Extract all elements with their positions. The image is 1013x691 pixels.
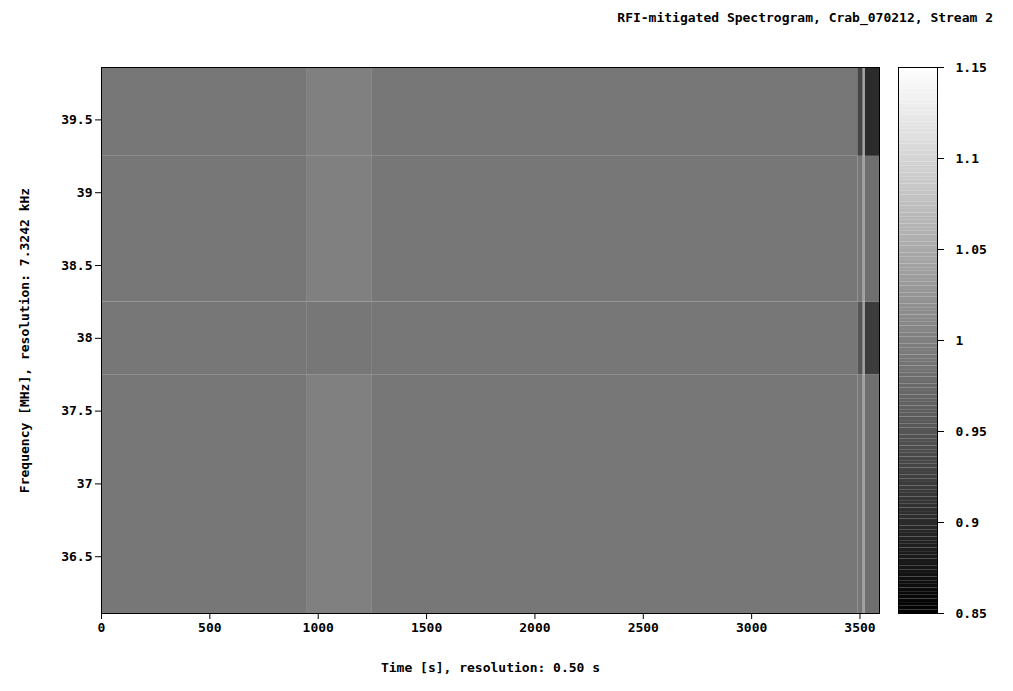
svg-text:0.85: 0.85 bbox=[956, 606, 987, 621]
svg-text:37.5: 37.5 bbox=[61, 403, 92, 418]
svg-text:3500: 3500 bbox=[844, 620, 875, 635]
html-text:RFI-mitigated Spectrogram, Cra: RFI-mitigated Spectrogram, Crab_070212, … bbox=[617, 10, 993, 25]
svg-text:500: 500 bbox=[198, 620, 222, 635]
svg-text:39.5: 39.5 bbox=[61, 112, 92, 127]
svg-text:1.15: 1.15 bbox=[956, 60, 987, 75]
svg-text:1.05: 1.05 bbox=[956, 242, 987, 257]
svg-text:Time [s], resolution: 0.50 s: Time [s], resolution: 0.50 s bbox=[381, 660, 600, 675]
svg-text:37: 37 bbox=[77, 476, 93, 491]
svg-text:Frequency [MHz], resolution: 7: Frequency [MHz], resolution: 7.3242 kHz bbox=[17, 188, 32, 493]
svg-text:1000: 1000 bbox=[303, 620, 334, 635]
svg-text:3000: 3000 bbox=[736, 620, 767, 635]
svg-text:2500: 2500 bbox=[628, 620, 659, 635]
svg-text:0.9: 0.9 bbox=[956, 515, 979, 530]
svg-text:36.5: 36.5 bbox=[61, 549, 92, 564]
svg-text:0: 0 bbox=[98, 620, 106, 635]
svg-text:0.95: 0.95 bbox=[956, 424, 987, 439]
svg-text:1: 1 bbox=[956, 333, 964, 348]
svg-text:39: 39 bbox=[77, 185, 93, 200]
svg-text:2000: 2000 bbox=[519, 620, 550, 635]
svg-text:1.1: 1.1 bbox=[956, 151, 980, 166]
svg-text:1500: 1500 bbox=[411, 620, 442, 635]
svg-text:38.5: 38.5 bbox=[61, 258, 92, 273]
svg-text:38: 38 bbox=[77, 330, 93, 345]
